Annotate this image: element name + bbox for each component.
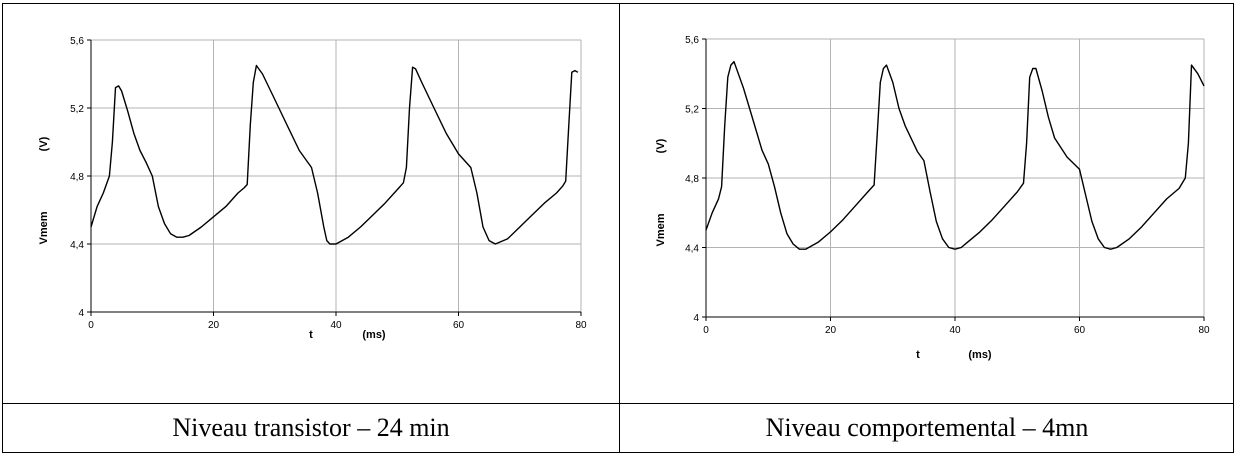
chart-transistor-level: 4 4,4 4,8 5,2 5,6 0 20 40 60 80 t (ms) Vmem (V) — [38, 36, 587, 341]
x-tick-label: 0 — [88, 320, 94, 331]
y-tick-label: 4 — [693, 313, 699, 324]
x-tick-label: 0 — [703, 325, 709, 336]
y-axis-label: Vmem — [655, 213, 667, 246]
x-tick-label: 80 — [575, 320, 587, 331]
series-line-vmem — [705, 60, 1205, 250]
x-tick-label: 20 — [208, 320, 220, 331]
x-tick-label: 40 — [330, 320, 342, 331]
y-tick-label: 5,2 — [685, 105, 699, 116]
x-axis-label: t — [916, 349, 920, 361]
series-line-vmem — [90, 64, 579, 245]
x-tick-label: 40 — [949, 325, 961, 336]
y-tick-label: 5,6 — [685, 35, 699, 46]
chart-behavioral-level: 4 4,4 4,8 5,2 5,6 0 20 40 60 80 t (ms) Vmem (V) — [655, 35, 1210, 361]
x-tick-label: 60 — [1074, 325, 1086, 336]
y-axis-unit: (V) — [655, 138, 667, 153]
figure-table: 4 4,4 4,8 5,2 5,6 0 20 40 60 80 t (ms) Vmem (V) 4 4,4 4… — [2, 3, 1234, 453]
x-axis-label: t — [309, 329, 313, 341]
y-tick-label: 4,8 — [70, 172, 84, 183]
cell-divider-vertical — [619, 4, 620, 452]
y-tick-label: 4,8 — [685, 174, 699, 185]
y-axis-label: Vmem — [38, 211, 50, 244]
y-tick-label: 4,4 — [685, 244, 699, 255]
caption-behavioral-level: Niveau comportemental – 4mn — [765, 413, 1089, 442]
cell-divider-horizontal — [3, 403, 1233, 404]
x-axis-unit: (ms) — [968, 349, 992, 361]
y-tick-label: 5,2 — [70, 104, 84, 115]
y-tick-label: 5,6 — [70, 36, 84, 47]
x-tick-label: 60 — [453, 320, 465, 331]
y-tick-label: 4 — [78, 308, 84, 319]
x-tick-label: 80 — [1198, 325, 1210, 336]
y-axis-unit: (V) — [38, 136, 50, 151]
x-axis-unit: (ms) — [362, 329, 386, 341]
y-tick-label: 4,4 — [70, 240, 84, 251]
caption-transistor-level: Niveau transistor – 24 min — [172, 413, 450, 442]
x-tick-label: 20 — [825, 325, 837, 336]
